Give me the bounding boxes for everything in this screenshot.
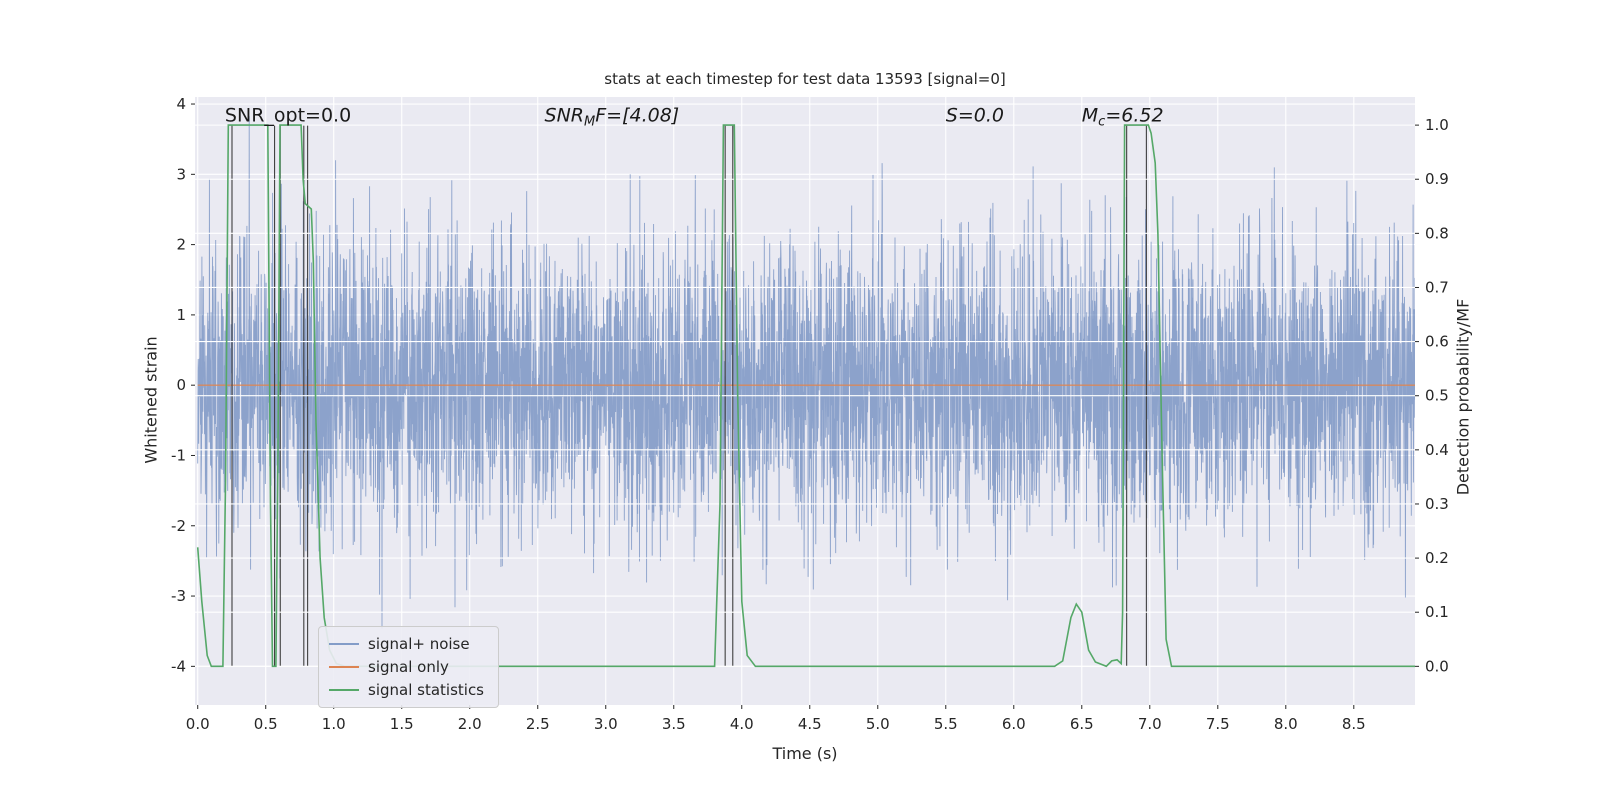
legend-swatch: [329, 666, 359, 668]
xtick: 4.0: [730, 715, 754, 733]
xtick: 5.5: [934, 715, 958, 733]
legend-label: signal+ noise: [368, 635, 470, 653]
annotation: SNR_opt=0.0: [225, 105, 351, 127]
xtick: 1.0: [322, 715, 346, 733]
y-axis-label-right: Detection probability/MF: [1453, 298, 1473, 496]
ytick-right: 0.3: [1425, 495, 1449, 513]
xtick: 2.5: [526, 715, 550, 733]
legend-label: signal only: [368, 658, 449, 676]
ytick-left: -2: [171, 517, 186, 535]
legend-swatch: [329, 643, 359, 645]
ytick-right: 0.2: [1425, 549, 1449, 567]
annotations: SNR_opt=0.0 SNRMF=[4.08] S=0.0 Mc=6.52: [225, 105, 1164, 130]
xtick: 3.0: [594, 715, 618, 733]
xtick: 4.5: [798, 715, 822, 733]
x-axis-label: Time (s): [772, 744, 838, 763]
ytick-left: -4: [171, 657, 186, 675]
legend-swatch: [329, 689, 359, 691]
ytick-right: 0.0: [1425, 657, 1449, 675]
ytick-right: 0.6: [1425, 333, 1449, 351]
legend-item: signal only: [329, 658, 484, 676]
xtick: 7.0: [1138, 715, 1162, 733]
ytick-left: -3: [171, 587, 186, 605]
ytick-left: 2: [176, 236, 186, 254]
xtick: 5.0: [866, 715, 890, 733]
ytick-left: 3: [176, 165, 186, 183]
annotation: S=0.0: [946, 105, 1004, 127]
ytick-right: 1.0: [1425, 116, 1449, 134]
legend-item: signal statistics: [329, 681, 484, 699]
xtick: 1.5: [390, 715, 414, 733]
ytick-right: 0.5: [1425, 387, 1449, 405]
xtick: 2.0: [458, 715, 482, 733]
series-signal-statistics: [196, 124, 1415, 668]
legend-item: signal+ noise: [329, 635, 484, 653]
xtick: 3.5: [662, 715, 686, 733]
ytick-right: 0.9: [1425, 170, 1449, 188]
y-axis-label-left: Whitened strain: [141, 336, 161, 464]
ytick-right: 0.4: [1425, 441, 1449, 459]
ytick-right: 0.8: [1425, 224, 1449, 242]
ytick-left: 1: [176, 306, 186, 324]
xtick: 0.0: [186, 715, 210, 733]
xtick: 6.0: [1002, 715, 1026, 733]
xtick: 7.5: [1206, 715, 1230, 733]
annotation: SNRMF=[4.08]: [545, 105, 680, 130]
ytick-left: 0: [176, 376, 186, 394]
xtick: 6.5: [1070, 715, 1094, 733]
xtick: 0.5: [254, 715, 278, 733]
ytick-left: 4: [176, 95, 186, 113]
xtick: 8.5: [1342, 715, 1366, 733]
legend: signal+ noise signal only signal statistic…: [318, 626, 500, 708]
ytick-right: 0.7: [1425, 278, 1449, 296]
ytick-left: -1: [171, 446, 186, 464]
ytick-right: 0.1: [1425, 603, 1449, 621]
chart-title: stats at each timestep for test data 135…: [604, 70, 1006, 88]
annotation: Mc=6.52: [1082, 105, 1164, 130]
series-signal-plus-noise: [197, 116, 1415, 629]
tick-labels: -4 -3 -2 -1 0 1 2 3 4 0.0 0.1 0.2 0.3 0.4 0.5 0.6 0.7 0.8…: [171, 95, 1449, 733]
legend-label: signal statistics: [368, 681, 485, 699]
xtick: 8.0: [1274, 715, 1298, 733]
